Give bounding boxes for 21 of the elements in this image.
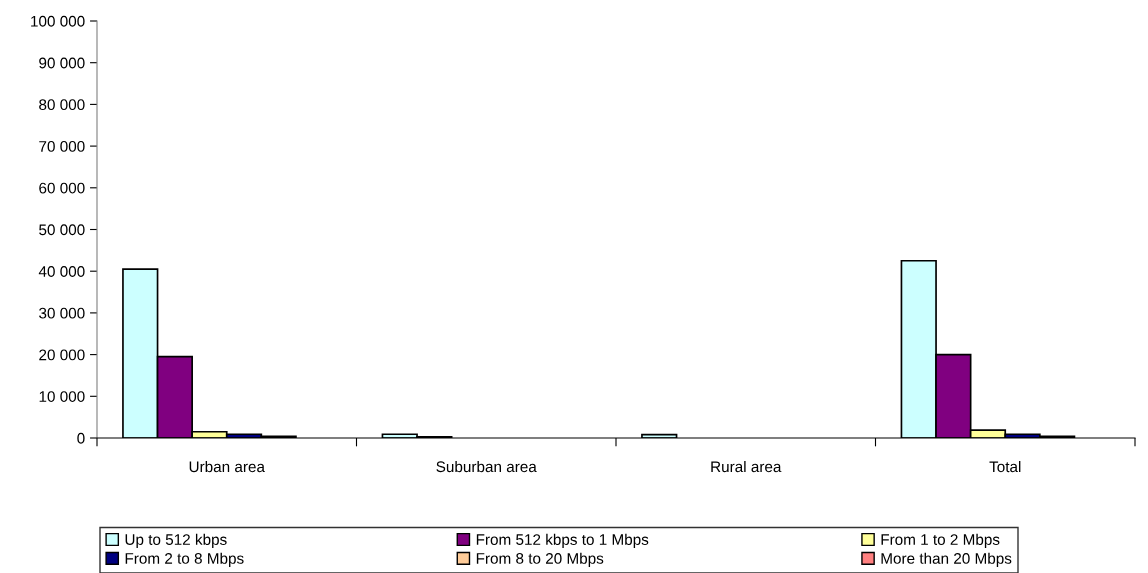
x-tick-label: Rural area (711, 460, 782, 473)
y-tick-label: 0 (77, 432, 85, 444)
y-tick-label: 20 000 (39, 349, 85, 361)
legend-label: More than 20 Mbps (881, 552, 1012, 567)
legend-label: Up to 512 kbps (125, 533, 227, 548)
y-tick-label: 30 000 (39, 307, 85, 319)
y-tick-label: 100 000 (31, 15, 85, 27)
x-tick-label: Suburban area (436, 460, 537, 473)
y-tick-label: 90 000 (39, 57, 85, 69)
x-tick-label: Urban area (189, 460, 265, 473)
legend-label: From 2 to 8 Mbps (125, 552, 244, 567)
y-tick-label: 70 000 (39, 140, 85, 152)
x-tick-label: Total (989, 460, 1021, 473)
legend-label: From 1 to 2 Mbps (881, 533, 1000, 548)
y-tick-label: 10 000 (39, 391, 85, 402)
y-tick-label: 40 000 (38, 266, 85, 277)
y-tick-label: 60 000 (39, 182, 85, 194)
y-tick-label: 50 000 (39, 224, 85, 236)
y-tick-label: 80 000 (39, 99, 85, 111)
legend-label: From 8 to 20 Mbps (476, 552, 604, 567)
legend-label: From 512 kbps to 1 Mbps (476, 533, 649, 548)
